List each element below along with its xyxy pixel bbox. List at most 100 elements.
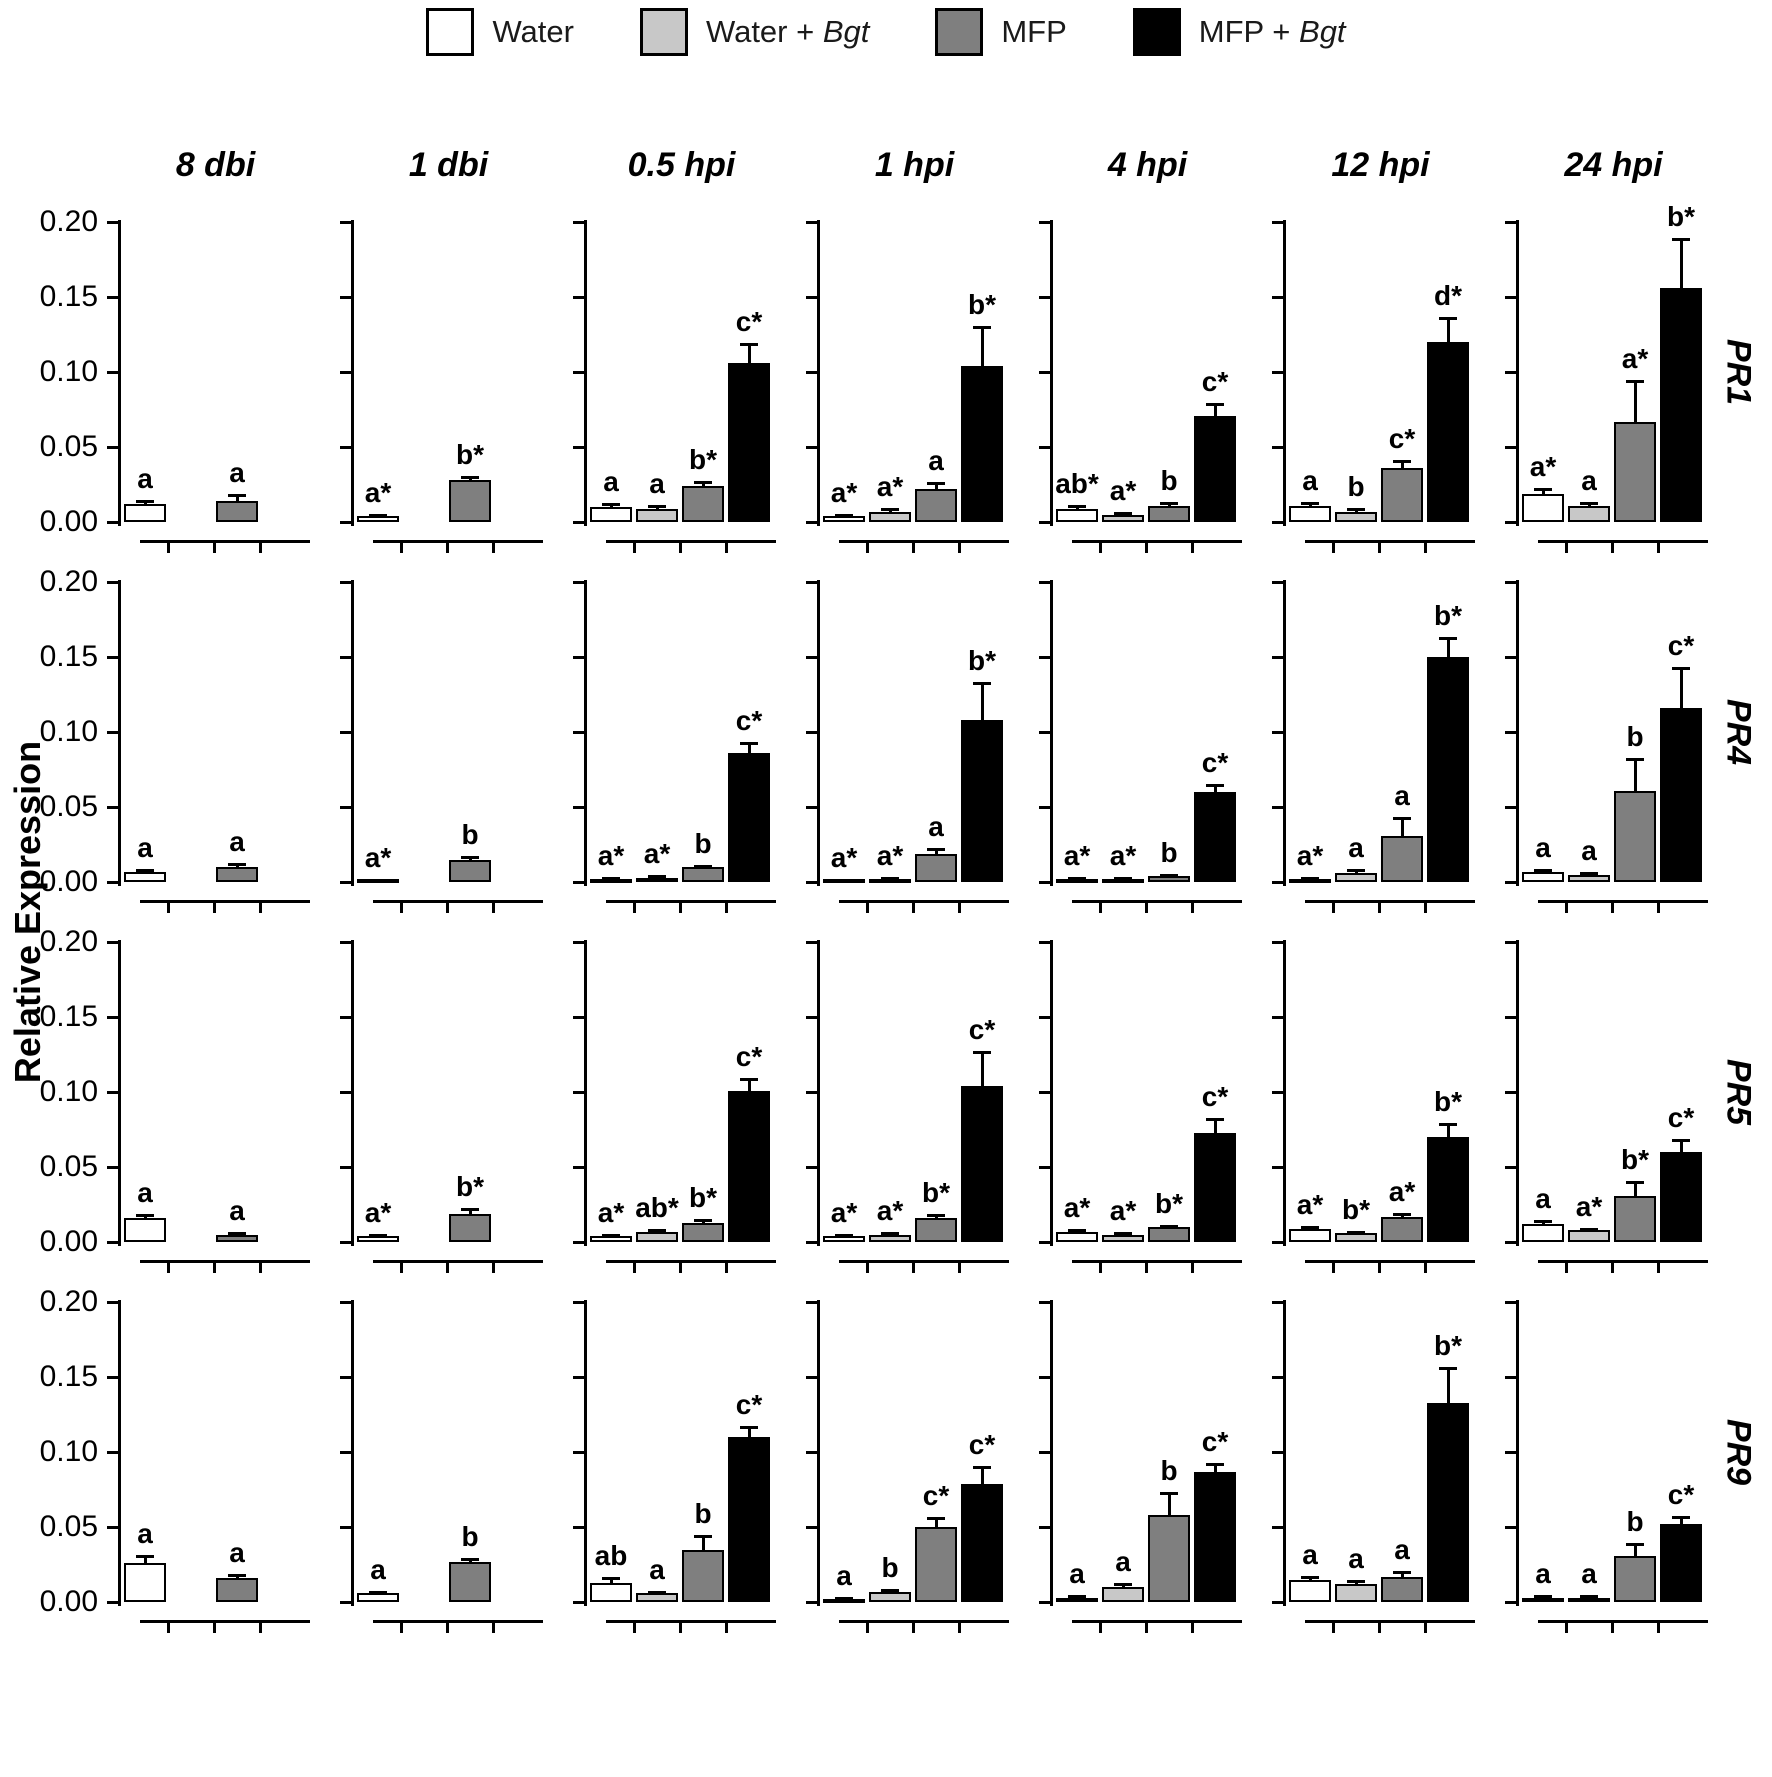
panel-pr1-12-hpi: a b c* d* xyxy=(1272,220,1478,566)
bar-mfp xyxy=(1148,505,1190,522)
y-tick xyxy=(340,1015,351,1019)
bar-water-bgt xyxy=(1568,874,1610,882)
error-bar-cap xyxy=(1672,666,1690,670)
bar-water-bgt xyxy=(1335,1584,1377,1602)
sig-label: c* xyxy=(735,1388,763,1420)
y-tick xyxy=(340,1600,351,1604)
x-tick xyxy=(445,1620,449,1633)
y-tick xyxy=(573,655,584,659)
sig-label: ab xyxy=(594,1540,628,1571)
error-bar-cap xyxy=(927,848,945,851)
error-bar-cap xyxy=(740,1425,758,1429)
error-bar-cap xyxy=(1580,872,1598,875)
y-tick xyxy=(340,580,351,584)
y-tick-label: 0.10 xyxy=(39,1435,98,1468)
y-tick-label: 0.20 xyxy=(39,925,98,958)
y-tick xyxy=(573,1450,584,1454)
x-axis xyxy=(606,900,776,903)
bar-mfp-bgt xyxy=(961,366,1003,522)
bar-mfp xyxy=(449,1561,491,1602)
y-tick xyxy=(573,520,584,524)
bar-water xyxy=(590,1582,632,1602)
x-axis xyxy=(1305,1620,1475,1623)
x-tick xyxy=(1144,540,1148,553)
x-tick xyxy=(1610,900,1614,913)
error-bar-cap xyxy=(694,1218,712,1222)
y-tick-label: 0.00 xyxy=(39,865,98,898)
y-tick xyxy=(107,1450,118,1454)
error-bar-cap xyxy=(1068,1229,1086,1232)
bar-mfp-bgt xyxy=(728,1090,770,1242)
bar-water-bgt xyxy=(1568,1597,1610,1602)
panel-pr5-1-hpi: a* a* b* c* xyxy=(806,940,1012,1286)
sig-label: b* xyxy=(456,1171,484,1202)
sig-label: b* xyxy=(1342,1193,1370,1225)
col-header-24-hpi: 24 hpi xyxy=(1564,146,1663,184)
bar-water xyxy=(823,1236,865,1242)
bar-mfp-bgt xyxy=(961,1086,1003,1242)
error-bar xyxy=(1400,1572,1404,1577)
y-tick xyxy=(1039,370,1050,374)
error-bar-cap xyxy=(228,863,246,866)
y-axis xyxy=(1283,1300,1286,1606)
bar-water-bgt xyxy=(1102,514,1144,522)
y-tick xyxy=(340,1450,351,1454)
y-axis xyxy=(351,1300,354,1606)
x-tick xyxy=(865,540,869,553)
x-tick xyxy=(1423,1260,1427,1273)
bar-mfp-bgt xyxy=(1194,1471,1236,1602)
sig-label: b* xyxy=(1434,599,1462,631)
panel-pr4-4-hpi: a* a* b c* xyxy=(1039,580,1245,926)
x-axis xyxy=(1538,900,1708,903)
sig-label: a* xyxy=(1109,475,1137,506)
y-tick xyxy=(107,580,118,584)
bar-mfp xyxy=(449,480,491,522)
x-axis xyxy=(373,1620,543,1623)
error-bar xyxy=(609,1578,613,1583)
y-tick xyxy=(573,1525,584,1529)
x-tick xyxy=(632,900,636,913)
row-label-pr4: PR4 xyxy=(1719,698,1758,766)
bar-mfp-bgt xyxy=(1660,1524,1702,1602)
sig-label: b xyxy=(1160,464,1178,496)
panel-pr4-0-5-hpi: a* a* b c* xyxy=(573,580,779,926)
sig-label: a xyxy=(649,467,665,499)
y-tick xyxy=(806,520,817,524)
y-tick xyxy=(573,445,584,449)
bar-mfp xyxy=(1614,1555,1656,1602)
y-tick-label: 0.00 xyxy=(39,505,98,538)
y-tick xyxy=(1039,1090,1050,1094)
row-label-pr1: PR1 xyxy=(1719,338,1758,406)
sig-label: a xyxy=(370,1553,386,1585)
error-bar-cap xyxy=(1347,1580,1365,1583)
y-tick xyxy=(340,730,351,734)
sig-label: a xyxy=(137,1177,153,1208)
error-bar-cap xyxy=(648,1590,666,1594)
x-tick xyxy=(491,900,495,913)
error-bar xyxy=(1633,381,1637,422)
y-tick xyxy=(573,220,584,224)
y-tick xyxy=(1272,580,1283,584)
y-tick xyxy=(573,1165,584,1169)
y-axis xyxy=(817,940,820,1246)
y-tick xyxy=(340,220,351,224)
bar-mfp xyxy=(1614,790,1656,882)
y-tick xyxy=(1272,520,1283,524)
sig-label: b* xyxy=(968,289,996,320)
y-axis xyxy=(817,220,820,526)
bar-water-bgt xyxy=(1335,511,1377,522)
error-bar-cap xyxy=(1301,501,1319,505)
mfp-swatch xyxy=(935,8,984,56)
bar-water xyxy=(1056,879,1098,883)
y-axis xyxy=(584,1300,587,1606)
error-bar-cap xyxy=(694,480,712,484)
y-tick xyxy=(1039,1375,1050,1379)
y-tick xyxy=(1272,295,1283,299)
x-axis xyxy=(839,1260,1009,1263)
y-tick xyxy=(340,1525,351,1529)
sig-label: c* xyxy=(1201,1426,1229,1457)
error-bar-cap xyxy=(648,1229,666,1232)
y-tick xyxy=(806,1525,817,1529)
x-tick xyxy=(1656,900,1660,913)
legend-label-mfp: MFP xyxy=(1001,14,1067,49)
